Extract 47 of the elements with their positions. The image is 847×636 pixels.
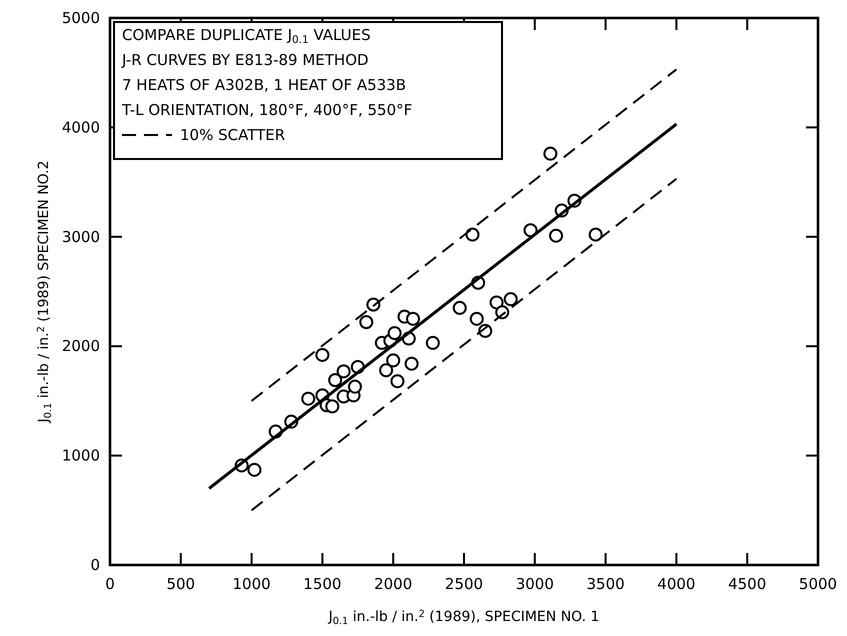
point — [315, 348, 330, 362]
annotation: COMPARE DUPLICATE J$_{0.1}$ VALUES — [122, 26, 371, 46]
point — [490, 295, 504, 310]
point — [388, 326, 402, 340]
point — [379, 363, 394, 378]
x-tick-label: 5000 — [798, 575, 838, 593]
x-tick-label: 0 — [105, 575, 115, 593]
x-tick-label: 3000 — [516, 575, 554, 593]
point — [452, 300, 467, 315]
y-tick-label: 1000 — [62, 446, 100, 465]
annotation: J-R CURVES BY E813-89 METHOD — [121, 51, 369, 69]
x-tick-label: 4500 — [728, 575, 766, 593]
x-tick-label: 2500 — [444, 575, 484, 593]
y-tick-label: 2000 — [62, 337, 100, 356]
point — [328, 373, 342, 388]
point — [336, 364, 351, 378]
x-tick-label: 4000 — [657, 575, 696, 593]
y-tick-label: 3000 — [62, 228, 100, 246]
x-tick-label: 3500 — [586, 575, 625, 593]
point — [406, 312, 420, 326]
point — [504, 292, 518, 306]
point — [325, 399, 340, 414]
y-tick-label: 5000 — [62, 9, 100, 27]
point — [359, 315, 374, 330]
y-tick-label: 0 — [90, 556, 100, 574]
annotation: T-L ORIENTATION, 180°F, 400°F, 550°F — [121, 101, 412, 119]
point — [543, 146, 558, 161]
point — [390, 374, 404, 388]
point — [247, 462, 262, 477]
annotation: 7 HEATS OF A302B, 1 HEAT OF A533B — [122, 76, 406, 94]
point — [549, 228, 564, 243]
point — [348, 380, 362, 394]
x-tick-label: 2000 — [374, 575, 412, 593]
point — [588, 228, 603, 242]
point — [470, 312, 484, 326]
point — [524, 223, 538, 238]
y-tick-label: 4000 — [62, 118, 100, 136]
point — [426, 336, 440, 350]
x-tick-label: 1500 — [303, 575, 342, 593]
x-axis-title: J$_{0.1}$ in.-lb / in.$^{2}$ (1989), SPECIMEN NO. 1 — [328, 609, 600, 627]
legend-label: 10% SCATTER — [180, 126, 286, 144]
point — [465, 228, 480, 242]
point — [386, 353, 400, 368]
x-tick-label: 1000 — [232, 575, 271, 593]
point — [404, 356, 419, 371]
x-tick-label: 500 — [166, 575, 196, 593]
point — [301, 392, 316, 406]
